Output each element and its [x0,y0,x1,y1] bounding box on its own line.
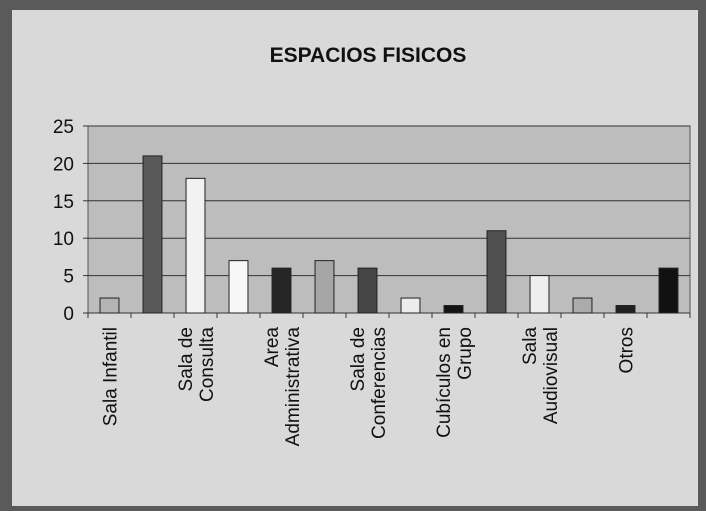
y-tick-label: 25 [53,117,74,138]
bar [572,297,593,314]
y-tick-label: 15 [53,192,74,213]
y-tick-label: 5 [63,267,74,288]
bar [357,267,378,314]
bar [615,305,636,314]
bar [99,297,120,314]
x-tick-label: Sala Infantil [101,327,122,426]
plot-area [87,125,691,314]
y-tick-label: 10 [53,229,74,250]
x-tick-label: SalaAudiovisual [520,327,562,425]
bar [271,267,292,314]
bar [486,230,507,314]
bar [314,260,335,314]
bar [228,260,249,314]
bar [142,155,163,314]
x-tick-label: Sala deConsulta [176,327,218,402]
y-tick-label: 0 [63,304,74,325]
bar [443,305,464,314]
chart-title: ESPACIOS FISICOS [270,44,467,67]
bar [400,297,421,314]
bar [529,275,550,314]
x-tick-label: Cubículos enGrupo [434,327,476,438]
bar [658,267,679,314]
x-tick-label: Sala deConferencias [348,327,390,439]
x-tick-label: Otros [617,327,638,373]
y-tick-label: 20 [53,154,74,175]
bar [185,177,206,314]
x-tick-label: AreaAdministrativa [262,327,304,447]
